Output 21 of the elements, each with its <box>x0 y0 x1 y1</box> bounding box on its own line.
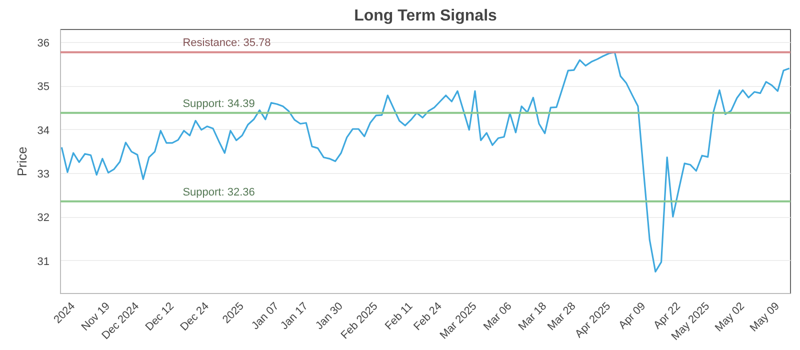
x-tick-label: May 09 <box>748 300 782 334</box>
chart-title: Long Term Signals <box>354 8 498 24</box>
ref-line-label: Support: 34.39 <box>182 98 255 110</box>
x-tick-label: Jan 17 <box>278 300 310 332</box>
x-tick-label: Dec 12 <box>143 300 177 334</box>
ref-line-label: Resistance: 35.78 <box>182 37 271 50</box>
x-tick-label: May 02 <box>713 300 748 334</box>
x-tick-label: Mar 06 <box>481 300 514 333</box>
x-tick-label: Jan 07 <box>249 300 282 332</box>
y-tick-label: 31 <box>37 256 50 268</box>
line-series <box>60 51 790 272</box>
y-tick-label: 35 <box>37 81 50 94</box>
y-axis-title: Price <box>14 146 30 176</box>
y-tick-label: 34 <box>37 124 50 137</box>
y-tick-label: 33 <box>37 168 50 180</box>
x-tick-label: Apr 09 <box>616 300 648 332</box>
x-tick-label: Feb 24 <box>412 300 444 333</box>
x-tick-label: Dec 24 <box>178 300 212 334</box>
y-tick-label: 36 <box>37 38 50 50</box>
y-tick-label: 32 <box>37 212 50 224</box>
ref-line-label: Support: 32.36 <box>182 186 255 198</box>
